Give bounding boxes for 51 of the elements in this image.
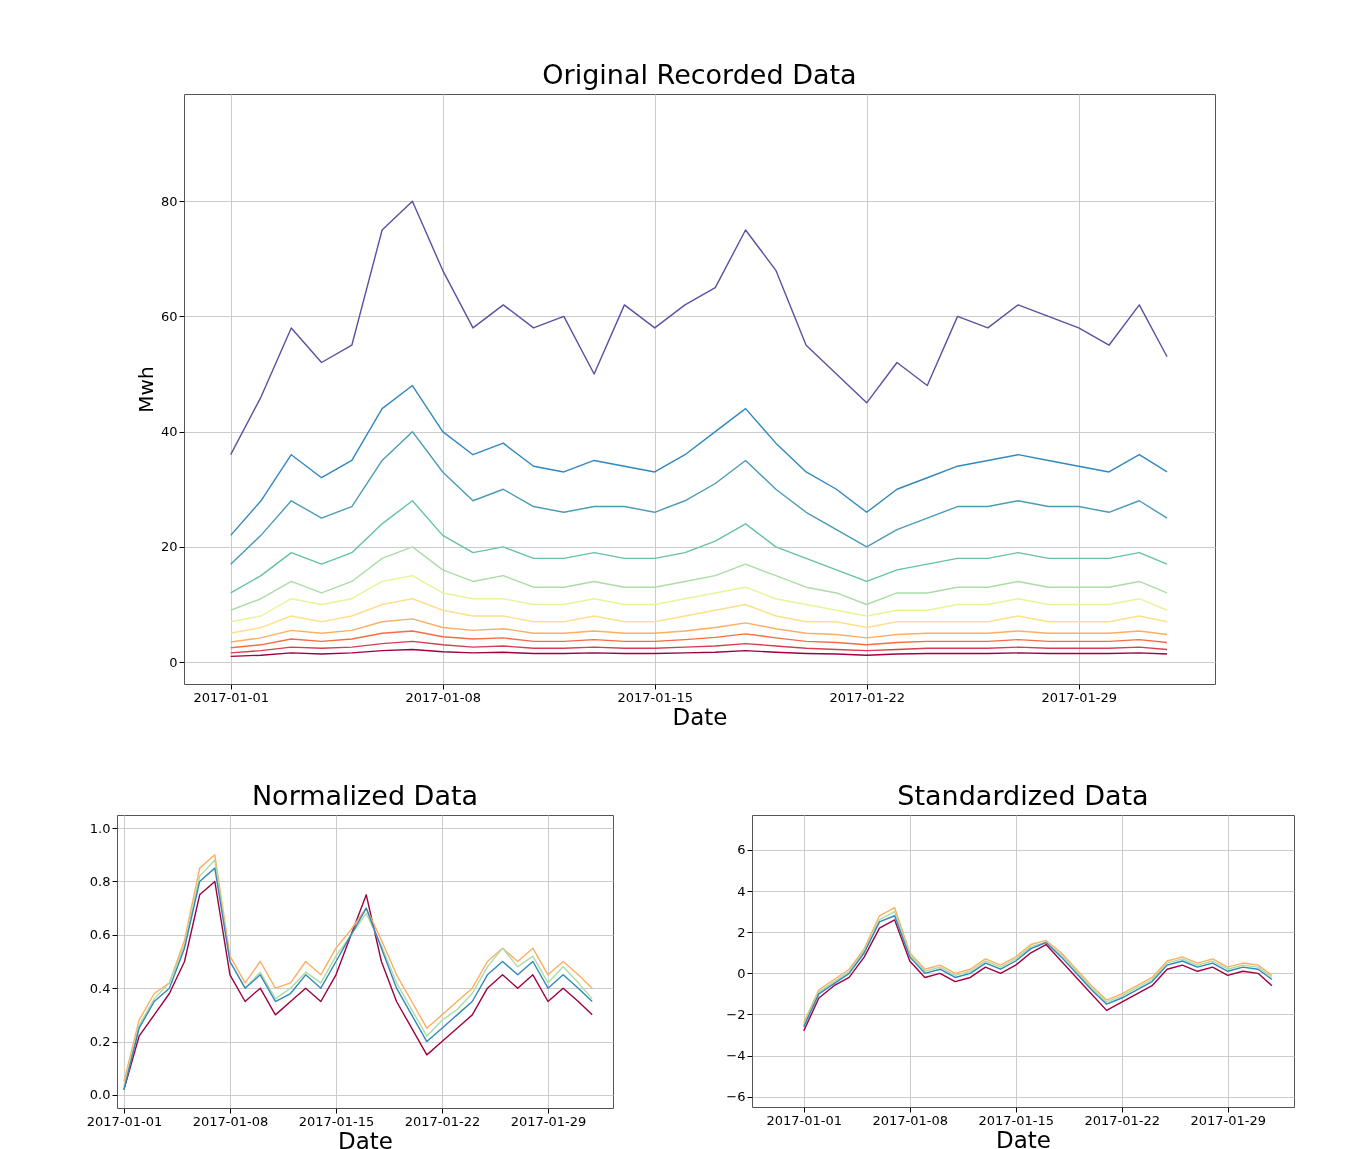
chart-title: Original Recorded Data (542, 59, 857, 90)
line-series (229, 640, 1168, 654)
y-tick-label: 0.2 (89, 1034, 111, 1050)
y-tick-label: 60 (160, 308, 178, 324)
x-tick-label: 2017-01-15 (617, 689, 693, 705)
y-tick-label: 0 (169, 654, 178, 670)
line-series (229, 618, 1168, 643)
x-tick-label: 2017-01-15 (298, 1113, 375, 1129)
line-series (229, 500, 1168, 594)
line-series (229, 574, 1168, 623)
line-series (229, 630, 1168, 649)
y-tick-label: 6 (737, 842, 746, 858)
x-tick-label: 2017-01-15 (978, 1112, 1055, 1128)
x-axis-title: Date (672, 703, 728, 730)
line-series (229, 648, 1168, 658)
x-axis-title: Date (338, 1127, 393, 1149)
y-tick-label: 2 (737, 924, 746, 940)
y-tick-label: 20 (160, 539, 178, 555)
y-tick-label: 80 (160, 193, 178, 209)
chart-title: Normalized Data (251, 780, 479, 811)
line-series (229, 430, 1168, 565)
chart-title: Standardized Data (897, 780, 1149, 811)
line-series (229, 546, 1168, 611)
x-tick-label: 2017-01-29 (1041, 689, 1117, 705)
x-tick-label: 2017-01-29 (1190, 1112, 1267, 1128)
y-tick-label: 40 (160, 424, 178, 440)
x-tick-label: 2017-01-22 (829, 689, 905, 705)
x-tick-label: 2017-01-08 (405, 689, 481, 705)
y-tick-label: 0 (737, 965, 746, 981)
y-tick-label: −2 (726, 1006, 746, 1022)
y-axis-title: Mwh (133, 366, 158, 413)
x-tick-label: 2017-01-08 (192, 1113, 269, 1129)
y-tick-label: 0.8 (89, 873, 111, 889)
x-tick-label: 2017-01-08 (872, 1112, 949, 1128)
y-tick-label: 4 (737, 883, 746, 899)
x-tick-label: 2017-01-22 (1084, 1112, 1161, 1128)
line-series (229, 384, 1168, 537)
x-tick-label: 2017-01-01 (86, 1113, 163, 1129)
line-series (229, 200, 1168, 456)
y-tick-label: 1.0 (89, 820, 111, 836)
y-tick-label: 0.6 (89, 927, 111, 943)
x-tick-label: 2017-01-01 (193, 689, 269, 705)
y-tick-label: 0.0 (89, 1087, 111, 1103)
x-axis-title: Date (996, 1126, 1051, 1149)
line-series (229, 598, 1168, 634)
y-tick-label: −6 (726, 1089, 746, 1105)
y-tick-label: −4 (726, 1048, 746, 1064)
x-tick-label: 2017-01-22 (404, 1113, 481, 1129)
x-tick-label: 2017-01-01 (766, 1112, 843, 1128)
y-tick-label: 0.4 (89, 980, 111, 996)
x-tick-label: 2017-01-29 (510, 1113, 587, 1129)
